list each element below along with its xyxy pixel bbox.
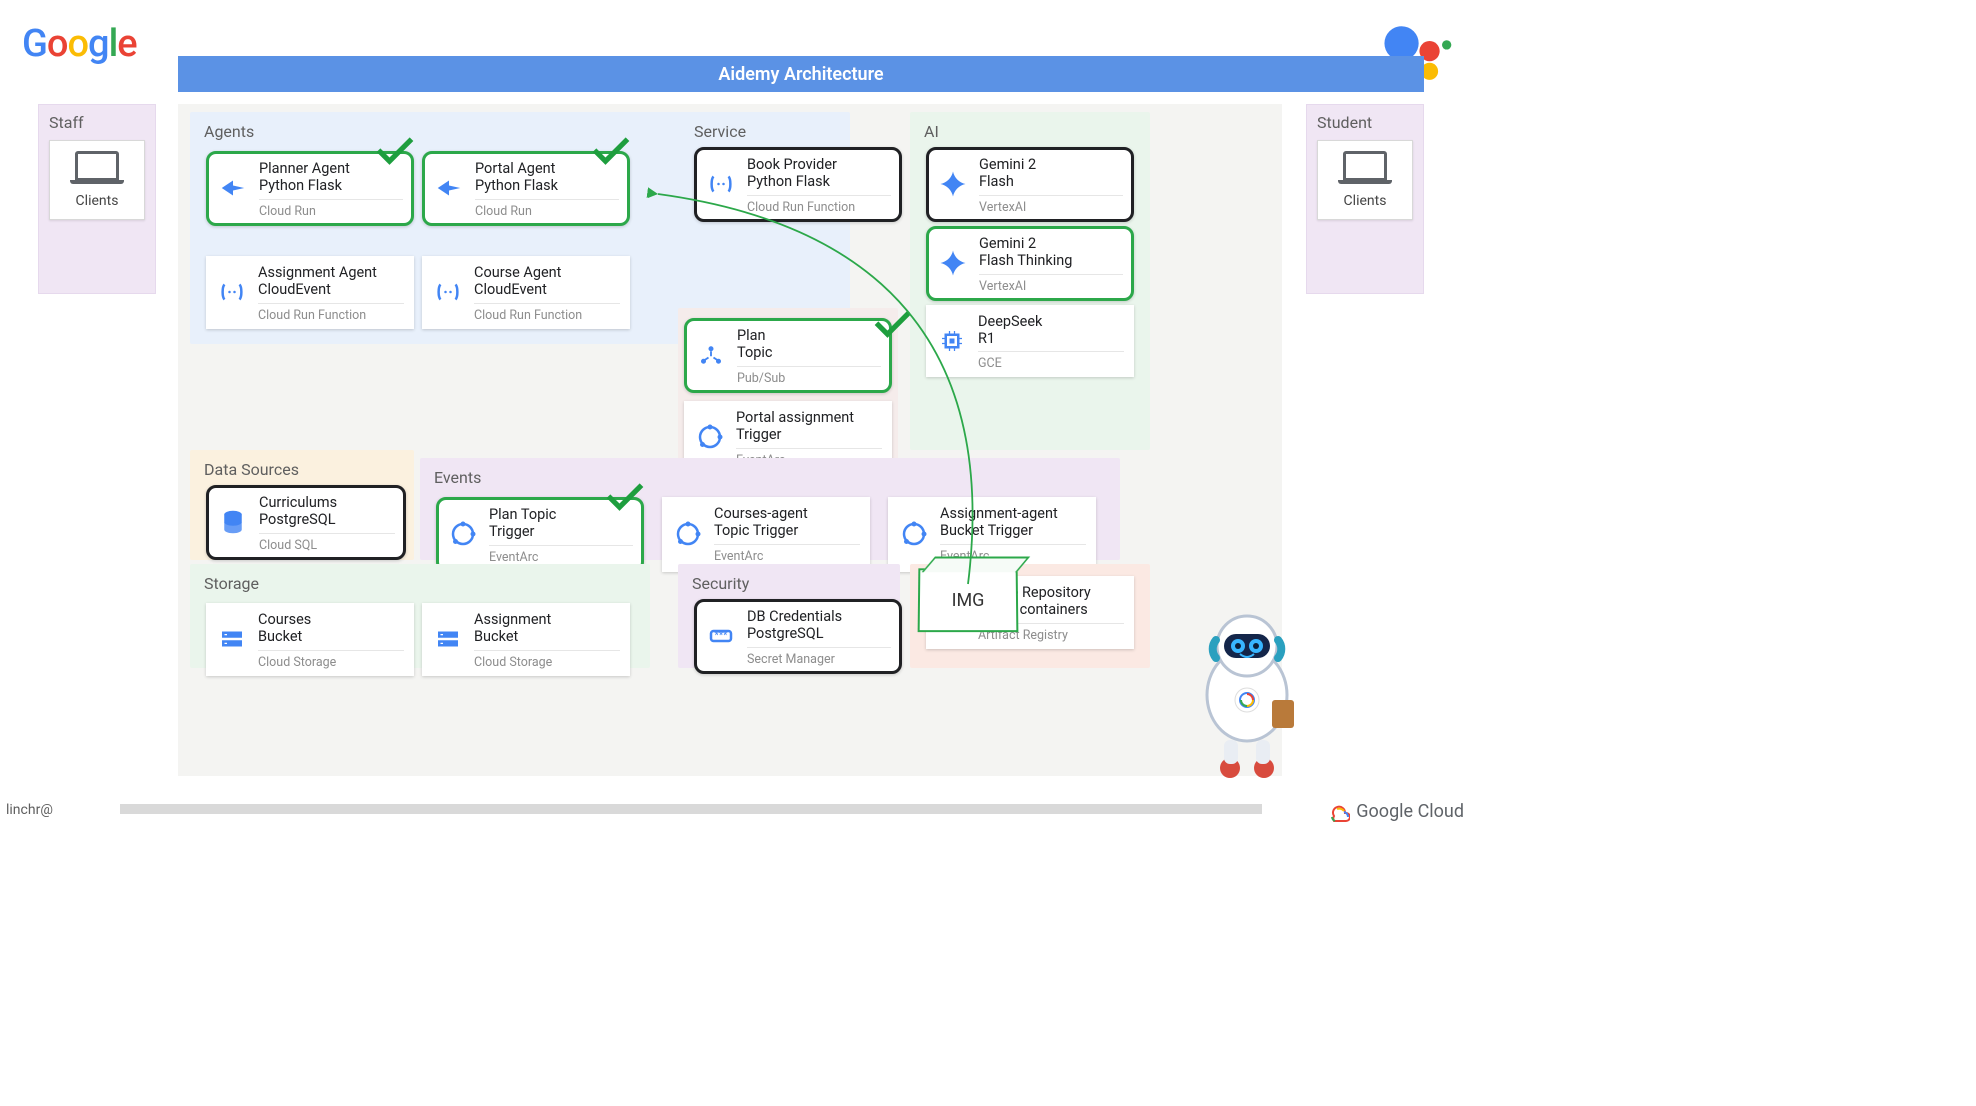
gemini-icon [929,150,977,219]
footer-author: linchr@ [6,802,53,818]
card-course-agent: Course Agent CloudEvent Cloud Run Functi… [422,256,630,329]
card-db-credentials: *** DB Credentials PostgreSQL Secret Man… [694,599,902,674]
staff-client-box: Clients [49,140,145,220]
cloud-function-icon [208,258,256,327]
card-plan-topic-trigger: Plan Topic Trigger EventArc [436,497,644,572]
gce-icon [928,307,976,376]
group-service: Service Book Provider Python Flask Cloud… [678,112,898,232]
eventarc-icon [664,499,712,570]
student-client-box: Clients [1317,140,1413,220]
card-gemini-flash: Gemini 2 Flash VertexAI [926,147,1134,222]
page-title: Aidemy Architecture [718,64,883,85]
robot-mascot [1172,600,1322,800]
eventarc-icon [890,499,938,570]
secret-manager-icon: *** [697,602,745,671]
laptop-icon [75,151,119,181]
gemini-icon [929,229,977,298]
group-service-label: Service [694,122,888,141]
cloud-storage-icon [208,605,256,674]
card-planner-agent: Planner Agent Python Flask Cloud Run [206,151,414,226]
student-label: Student [1317,113,1413,132]
card-gemini-flash-thinking: Gemini 2 Flash Thinking VertexAI [926,226,1134,301]
card-plan-topic: Plan Topic Pub/Sub [684,318,892,393]
cloud-storage-icon [424,605,472,674]
group-ai: AI Gemini 2 Flash VertexAI Gemini 2 Flas… [910,112,1150,450]
cloud-run-icon [209,154,257,223]
card-curriculums: Curriculums PostgreSQL Cloud SQL [206,485,406,560]
eventarc-icon [439,500,487,569]
staff-client-text: Clients [76,193,119,209]
cloud-run-icon [425,154,473,223]
title-bar: Aidemy Architecture [178,56,1424,92]
footer-bar [120,804,1262,814]
cloud-sql-icon [209,488,257,557]
laptop-icon [1343,151,1387,181]
card-courses-bucket: Courses Bucket Cloud Storage [206,603,414,676]
img-cube: IMG [918,568,1019,632]
group-events: Events Plan Topic Trigger EventArc Cours… [420,458,1120,560]
student-panel: Student Clients [1306,104,1424,294]
cloud-function-icon [697,150,745,219]
card-book-provider: Book Provider Python Flask Cloud Run Fun… [694,147,902,222]
group-ai-label: AI [924,122,1138,141]
staff-label: Staff [49,113,145,132]
card-portal-agent: Portal Agent Python Flask Cloud Run [422,151,630,226]
group-datasources: Data Sources Curriculums PostgreSQL Clou… [190,450,414,560]
staff-panel: Staff Clients [38,104,156,294]
group-storage: Storage Courses Bucket Cloud Storage Ass… [190,564,650,668]
pubsub-icon [687,321,735,390]
group-storage-label: Storage [204,574,638,593]
group-events-label: Events [434,468,1108,487]
card-courses-agent-trigger: Courses-agent Topic Trigger EventArc [662,497,870,572]
group-security: Security *** DB Credentials PostgreSQL S… [678,564,900,668]
google-cloud-logo: Google Cloud [1326,801,1464,822]
main-region: Agents Planner Agent Python Flask Cloud … [178,104,1282,776]
card-assignment-agent: Assignment Agent CloudEvent Cloud Run Fu… [206,256,414,329]
svg-text:***: *** [715,631,729,642]
group-security-label: Security [692,574,888,593]
cloud-function-icon [424,258,472,327]
group-datasources-label: Data Sources [204,460,402,479]
student-client-text: Clients [1344,193,1387,209]
card-deepseek: DeepSeek R1 GCE [926,305,1134,378]
google-logo: Google [22,22,137,66]
card-assignment-bucket: Assignment Bucket Cloud Storage [422,603,630,676]
